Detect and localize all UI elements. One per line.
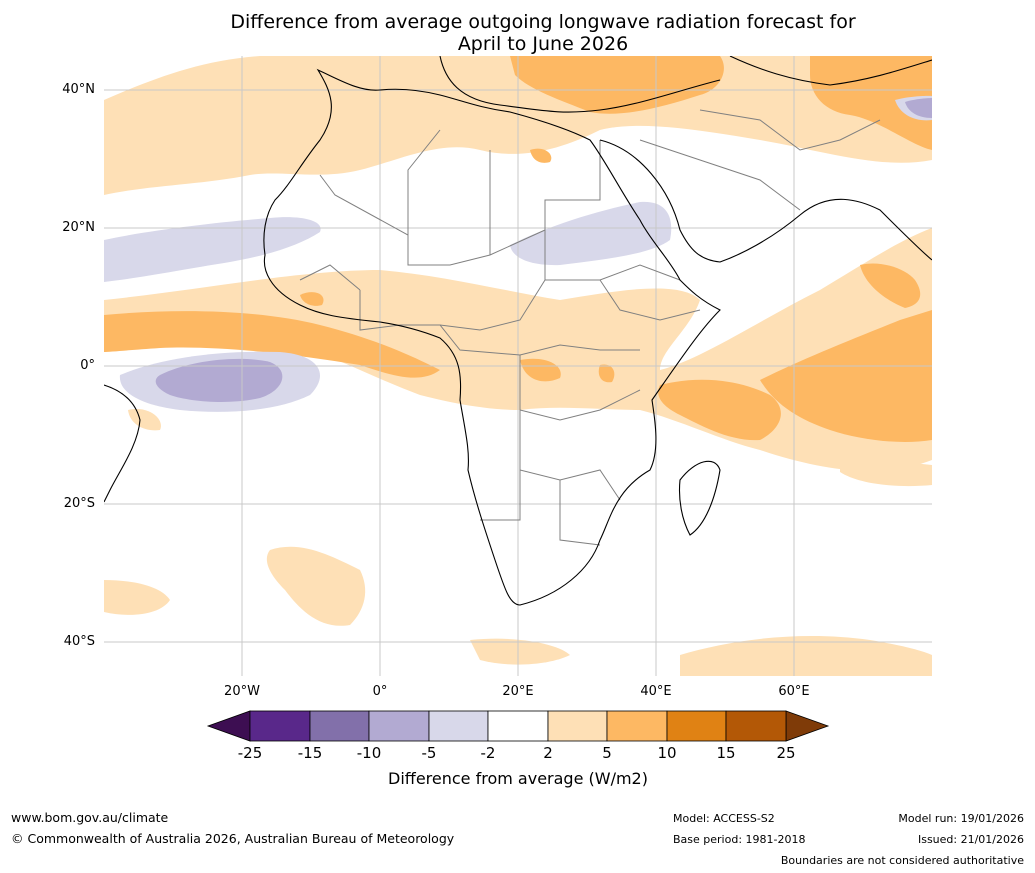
colorbar-tick-label: 2 bbox=[543, 744, 553, 762]
colorbar-bins bbox=[249, 710, 787, 742]
colorbar-bin-6 bbox=[547, 710, 608, 742]
lon-label-0: 0° bbox=[372, 684, 388, 699]
footer-copyright: © Commonwealth of Australia 2026, Austra… bbox=[11, 831, 455, 846]
colorbar-bin-9 bbox=[725, 710, 787, 742]
graticule bbox=[104, 56, 932, 676]
colorbar-tick-label: 25 bbox=[776, 744, 796, 762]
colorbar-tick-label: -5 bbox=[421, 744, 437, 762]
footer-base-period: Base period: 1981-2018 bbox=[673, 833, 806, 846]
map-title: Difference from average outgoing longwav… bbox=[150, 11, 936, 55]
map-area bbox=[104, 56, 932, 676]
lon-label-20w: 20°W bbox=[224, 684, 260, 699]
footer-issued: Issued: 21/01/2026 bbox=[917, 833, 1024, 846]
anomaly-neg-mid bbox=[155, 98, 932, 402]
colorbar-tick-label: -25 bbox=[237, 744, 263, 762]
lon-label-60e: 60°E bbox=[778, 684, 810, 699]
map-title-line1: Difference from average outgoing longwav… bbox=[230, 11, 856, 33]
colorbar-tick-label: -15 bbox=[297, 744, 323, 762]
colorbar-extend-low bbox=[206, 710, 251, 742]
colorbar-tick-label: 5 bbox=[602, 744, 612, 762]
colorbar-tick-label: 10 bbox=[657, 744, 677, 762]
lat-label-0: 0° bbox=[80, 358, 95, 373]
lat-label-40s: 40°S bbox=[63, 634, 95, 649]
colorbar-bin-1 bbox=[249, 710, 311, 742]
country-borders bbox=[299, 109, 881, 546]
colorbar-bin-7 bbox=[606, 710, 668, 742]
colorbar-bin-5 bbox=[487, 710, 549, 742]
footer-model: Model: ACCESS-S2 bbox=[673, 812, 775, 825]
colorbar-title: Difference from average (W/m2) bbox=[388, 769, 648, 788]
colorbar-tick-label: -10 bbox=[356, 744, 382, 762]
lat-label-20n: 20°N bbox=[62, 220, 95, 235]
footer-disclaimer: Boundaries are not considered authoritat… bbox=[780, 854, 1024, 867]
colorbar-extend-high bbox=[785, 710, 830, 742]
colorbar-bin-3 bbox=[368, 710, 430, 742]
footer-model-run: Model run: 19/01/2026 bbox=[898, 812, 1024, 825]
footer-website[interactable]: www.bom.gov.au/climate bbox=[11, 810, 169, 825]
colorbar-bin-8 bbox=[666, 710, 727, 742]
lon-label-20e: 20°E bbox=[502, 684, 534, 699]
coastlines bbox=[104, 56, 932, 606]
lat-label-20s: 20°S bbox=[63, 496, 95, 511]
colorbar-tick-label: -2 bbox=[480, 744, 496, 762]
colorbar-tick-label: 15 bbox=[716, 744, 736, 762]
anomaly-pos-mid bbox=[104, 56, 932, 442]
map-title-line2: April to June 2026 bbox=[457, 33, 629, 55]
lat-label-40n: 40°N bbox=[62, 82, 95, 97]
colorbar-bin-2 bbox=[309, 710, 370, 742]
lon-label-40e: 40°E bbox=[640, 684, 672, 699]
colorbar-bin-4 bbox=[428, 710, 489, 742]
